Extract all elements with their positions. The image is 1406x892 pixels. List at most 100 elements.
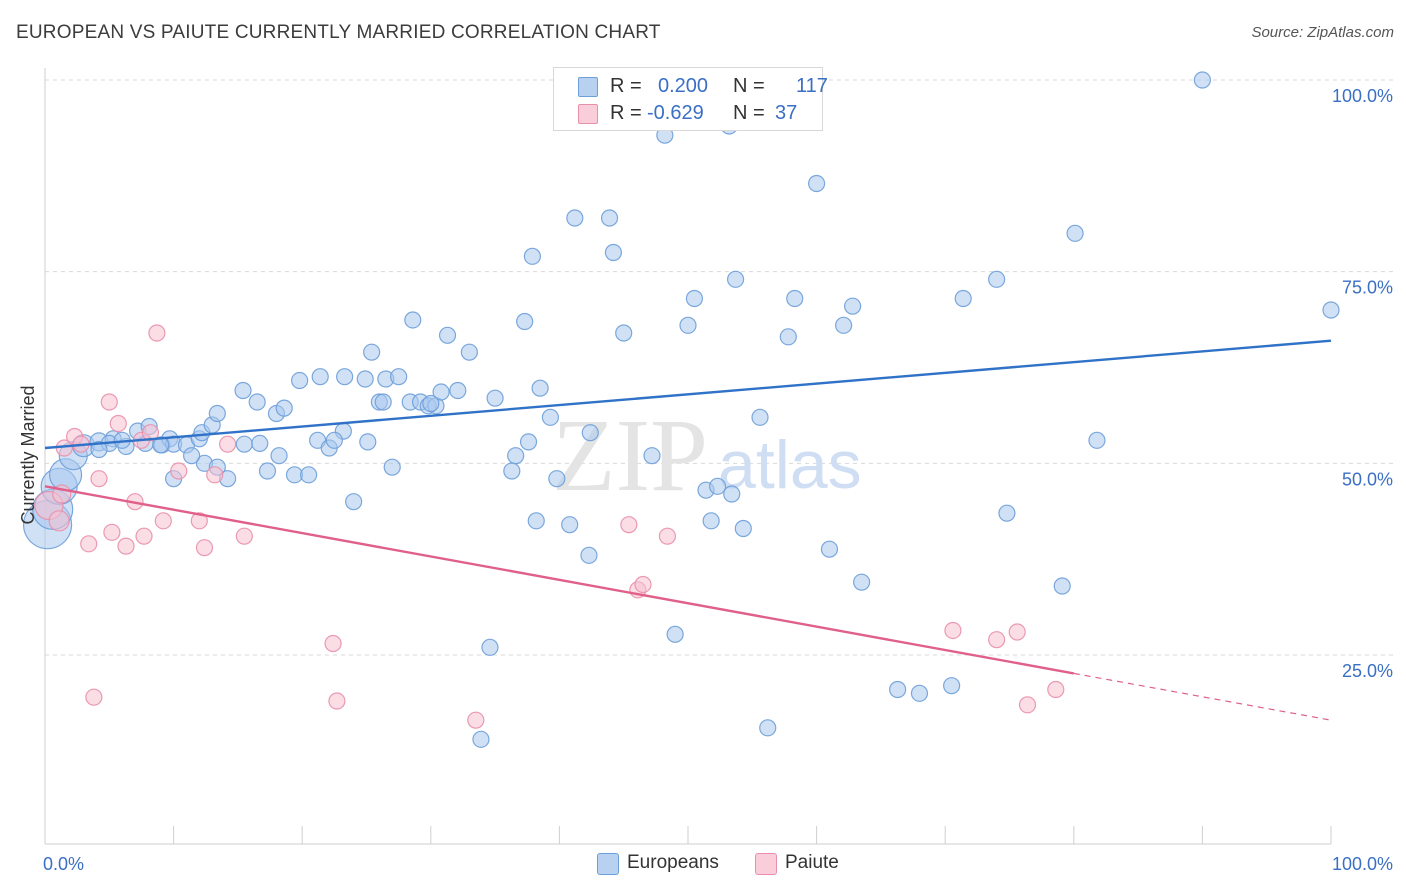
paiute-point [90, 470, 108, 488]
europeans-point [507, 447, 525, 465]
paiute-trend-line-dashed [1073, 672, 1332, 721]
europeans-point [234, 381, 252, 400]
paiute-point [100, 393, 118, 411]
europeans-point [432, 383, 450, 401]
n-value: 117 [796, 75, 828, 97]
y-tick-label: 100.0% [1332, 86, 1393, 106]
paiute-point [85, 688, 103, 706]
europeans-point [723, 485, 741, 503]
europeans-point [363, 343, 381, 361]
europeans-point [759, 719, 777, 737]
europeans-legend-swatch [597, 853, 619, 875]
europeans-point [581, 424, 599, 442]
paiute-point [988, 631, 1006, 649]
paiute-point [658, 527, 677, 545]
europeans-point [580, 546, 598, 564]
chart-title: EUROPEAN VS PAIUTE CURRENTLY MARRIED COR… [16, 22, 661, 43]
legend-paiute-label: Paiute [785, 852, 839, 873]
europeans-point [390, 368, 408, 386]
paiute-point [103, 523, 121, 541]
x-tick-label: 100.0% [1332, 854, 1393, 874]
paiute-legend-swatch [755, 853, 777, 875]
paiute-point [1018, 696, 1037, 714]
r-label: R = [610, 102, 642, 124]
europeans-point [481, 638, 499, 656]
grid-layer [45, 79, 1393, 656]
paiute-point [170, 462, 188, 480]
europeans-point [807, 174, 826, 193]
europeans-point [566, 209, 584, 227]
paiute-point [154, 512, 172, 530]
label-layer: 25.0% 50.0% 75.0% 100.0% 0.0% 100.0% Currently… [18, 86, 1393, 874]
europeans-point [835, 316, 853, 334]
europeans-point [726, 270, 745, 288]
paiute-point [195, 539, 214, 557]
europeans-point [90, 440, 108, 459]
paiute-point [135, 527, 153, 545]
r-value: 0.200 [658, 75, 709, 97]
europeans-point [404, 311, 422, 329]
paiute-point [80, 535, 98, 553]
trend-layer [44, 339, 1332, 721]
europeans-point [374, 393, 392, 411]
europeans-point [615, 324, 633, 342]
europeans-point [383, 458, 401, 476]
europeans-point [679, 316, 697, 334]
paiute-point [634, 575, 652, 594]
europeans-point [943, 677, 961, 695]
europeans-point [472, 730, 490, 748]
paiute-point [235, 527, 253, 545]
paiute-point [141, 424, 160, 442]
paiute-point [944, 621, 962, 640]
y-tick-label: 25.0% [1342, 661, 1393, 681]
europeans-point [531, 379, 549, 397]
europeans-point [708, 477, 727, 495]
paiute-swatch [578, 104, 598, 124]
paiute-trend-line [44, 485, 1075, 675]
paiute-point [1008, 623, 1026, 641]
europeans-point [460, 343, 478, 361]
europeans-point [486, 389, 504, 407]
europeans-point [527, 512, 545, 530]
europeans-point [1193, 71, 1212, 89]
y-tick-label: 75.0% [1342, 278, 1393, 298]
europeans-point [779, 328, 797, 346]
europeans-point [889, 680, 907, 699]
europeans-point [438, 326, 457, 344]
axis-layer [44, 68, 1332, 845]
europeans-point [604, 243, 623, 262]
europeans-point [548, 470, 566, 488]
europeans-point [600, 209, 619, 227]
europeans-point [270, 447, 288, 465]
r-value: -0.629 [647, 102, 704, 124]
europeans-point [751, 408, 769, 426]
europeans-point [844, 297, 862, 315]
europeans-point [275, 399, 293, 417]
europeans-point [910, 684, 929, 702]
europeans-point [786, 289, 804, 308]
europeans-point [235, 435, 253, 453]
europeans-point [1053, 577, 1071, 595]
r-label: R = [610, 75, 642, 97]
europeans-point [998, 504, 1016, 522]
europeans-point [449, 381, 467, 400]
n-value: 37 [775, 102, 798, 124]
europeans-trend-line [44, 339, 1332, 450]
x-tick-label: 0.0% [43, 854, 84, 874]
europeans-point [1322, 301, 1340, 319]
europeans-point [336, 368, 354, 386]
paiute-point [117, 537, 135, 555]
europeans-point [503, 462, 521, 480]
europeans-point [820, 540, 839, 558]
n-label: N = [733, 75, 765, 97]
paiute-point [190, 512, 208, 530]
europeans-point [1088, 431, 1106, 449]
source-label: Source: ZipAtlas.com [1251, 24, 1394, 41]
legend-europeans-label: Europeans [627, 852, 719, 873]
europeans-point [300, 466, 318, 484]
europeans-point [988, 270, 1006, 288]
paiute-point [206, 466, 224, 484]
stats-legend: R = 0.200 N = 117 R = -0.629 N = 37 [553, 67, 828, 131]
europeans-point [561, 516, 579, 534]
